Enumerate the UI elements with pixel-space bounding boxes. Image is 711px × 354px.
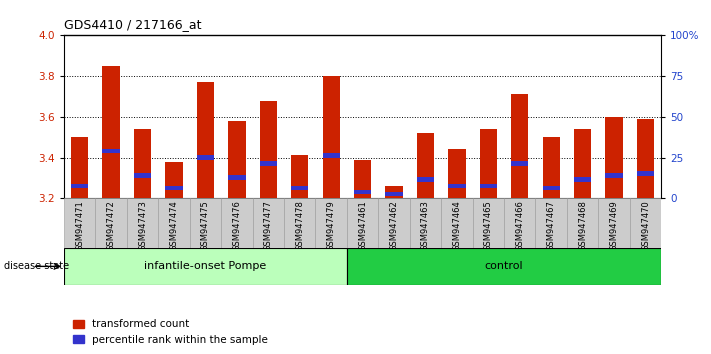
Bar	[64, 248, 347, 285]
Bar	[410, 198, 442, 248]
Bar	[542, 137, 560, 198]
Bar	[221, 198, 252, 248]
Text: GSM947479: GSM947479	[326, 200, 336, 251]
Text: GSM947478: GSM947478	[295, 200, 304, 251]
Text: control: control	[485, 261, 523, 272]
Bar	[159, 198, 190, 248]
Bar	[417, 133, 434, 198]
Bar	[166, 162, 183, 198]
Bar	[511, 95, 528, 198]
Text: GSM947477: GSM947477	[264, 200, 273, 251]
Legend: transformed count, percentile rank within the sample: transformed count, percentile rank withi…	[69, 315, 272, 349]
Bar	[323, 153, 340, 158]
Bar	[480, 184, 497, 188]
Bar	[606, 117, 623, 198]
Bar	[197, 82, 214, 198]
Bar	[385, 186, 402, 198]
Bar	[637, 171, 654, 176]
Bar	[473, 198, 504, 248]
Bar	[102, 149, 119, 154]
Bar	[354, 190, 371, 194]
Bar	[448, 149, 466, 198]
Bar	[228, 176, 245, 180]
Bar	[442, 198, 473, 248]
Bar	[316, 198, 347, 248]
Text: GSM947471: GSM947471	[75, 200, 84, 251]
Bar	[64, 198, 95, 248]
Bar	[385, 192, 402, 196]
Bar	[252, 198, 284, 248]
Text: GSM947473: GSM947473	[138, 200, 147, 251]
Bar	[228, 121, 245, 198]
Bar	[574, 129, 592, 198]
Text: GSM947464: GSM947464	[452, 200, 461, 251]
Bar	[417, 177, 434, 182]
Text: GSM947463: GSM947463	[421, 200, 430, 251]
Bar	[574, 177, 592, 182]
Text: GSM947474: GSM947474	[169, 200, 178, 251]
Bar	[134, 129, 151, 198]
Text: GSM947472: GSM947472	[107, 200, 116, 251]
Bar	[347, 248, 661, 285]
Text: GSM947469: GSM947469	[609, 200, 619, 251]
Bar	[260, 101, 277, 198]
Bar	[448, 184, 466, 188]
Bar	[323, 76, 340, 198]
Bar	[197, 155, 214, 160]
Bar	[166, 185, 183, 190]
Bar	[291, 185, 309, 190]
Text: GSM947461: GSM947461	[358, 200, 367, 251]
Bar	[637, 119, 654, 198]
Bar	[542, 185, 560, 190]
Text: GSM947467: GSM947467	[547, 200, 556, 251]
Bar	[291, 155, 309, 198]
Bar	[71, 137, 88, 198]
Bar	[347, 198, 378, 248]
Bar	[95, 198, 127, 248]
Bar	[535, 198, 567, 248]
Bar	[260, 161, 277, 166]
Bar	[606, 173, 623, 178]
Text: infantile-onset Pompe: infantile-onset Pompe	[144, 261, 267, 272]
Bar	[71, 184, 88, 188]
Bar	[127, 198, 159, 248]
Text: GSM947468: GSM947468	[578, 200, 587, 251]
Bar	[284, 198, 316, 248]
Text: GSM947476: GSM947476	[232, 200, 241, 251]
Bar	[567, 198, 599, 248]
Text: GSM947462: GSM947462	[390, 200, 399, 251]
Text: GSM947475: GSM947475	[201, 200, 210, 251]
Text: disease state: disease state	[4, 261, 69, 272]
Bar	[504, 198, 535, 248]
Bar	[190, 198, 221, 248]
Text: GSM947470: GSM947470	[641, 200, 650, 251]
Text: GDS4410 / 217166_at: GDS4410 / 217166_at	[64, 18, 201, 32]
Bar	[630, 198, 661, 248]
Text: GSM947466: GSM947466	[515, 200, 524, 251]
Bar	[378, 198, 410, 248]
Text: GSM947465: GSM947465	[484, 200, 493, 251]
Bar	[511, 161, 528, 166]
Bar	[102, 66, 119, 198]
Bar	[354, 160, 371, 198]
Bar	[599, 198, 630, 248]
Bar	[480, 129, 497, 198]
Bar	[134, 173, 151, 178]
